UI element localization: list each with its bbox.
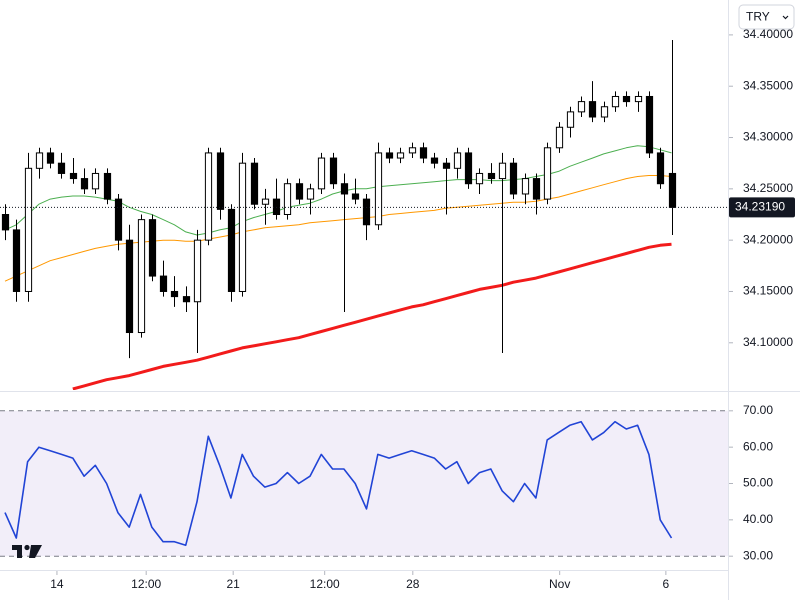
candle-body <box>634 95 643 103</box>
candle-body <box>35 152 44 169</box>
x-tick-label: 12:00 <box>131 577 161 591</box>
candle-body <box>317 157 326 190</box>
candle-body <box>306 188 315 200</box>
y-tick-label: 34.40000 <box>743 27 793 41</box>
y-tick-label: 34.20000 <box>743 232 793 246</box>
candle-body <box>159 275 168 292</box>
candle-body <box>204 152 213 241</box>
candle-body <box>656 152 665 185</box>
x-tick-label: 12:00 <box>310 577 340 591</box>
candle-body <box>1 214 10 231</box>
candle-body <box>487 172 496 180</box>
candle-body <box>645 95 654 154</box>
candle-body <box>24 167 33 292</box>
candle-body <box>600 106 609 118</box>
last-price-label: 34.23190 <box>735 200 785 214</box>
y-tick-label: 34.35000 <box>743 78 793 92</box>
candle-body <box>408 147 417 154</box>
moving-average <box>4 175 672 282</box>
y-tick-label: 34.15000 <box>743 284 793 298</box>
moving-average <box>72 242 672 390</box>
logo <box>12 544 42 558</box>
candle-body <box>329 157 338 185</box>
candle-body <box>555 126 564 149</box>
last-price-tag <box>729 197 795 218</box>
candle-body <box>272 198 281 216</box>
logo-part <box>24 544 30 551</box>
x-tick-label: 6 <box>663 577 670 591</box>
candle-body <box>182 296 191 303</box>
candle-body <box>622 95 631 103</box>
candle-body <box>385 152 394 159</box>
y-tick-label: 40.00 <box>743 512 773 526</box>
y-tick-label: 34.10000 <box>743 335 793 349</box>
candle-body <box>453 152 462 169</box>
candle-body <box>80 178 89 190</box>
candle-body <box>351 193 360 200</box>
candle-body <box>57 162 66 174</box>
currency-button[interactable]: TRY <box>738 4 795 30</box>
rsi-band <box>0 410 728 557</box>
candle-body <box>261 198 270 205</box>
candle-body <box>12 229 21 292</box>
candle-body <box>532 178 541 200</box>
candle-body <box>216 152 225 210</box>
chevron <box>782 15 789 20</box>
candle-body <box>362 198 371 226</box>
candle-body <box>125 239 134 334</box>
candle-body <box>566 111 575 128</box>
candle-body <box>396 152 405 159</box>
rsi-pane <box>0 410 728 557</box>
candle-body <box>227 208 236 292</box>
candle-body <box>498 162 507 180</box>
candle-body <box>170 290 179 298</box>
y-tick-label: 60.00 <box>743 439 773 453</box>
y-tick-label: 34.25000 <box>743 181 793 195</box>
candle-body <box>250 162 259 205</box>
x-tick-label: 14 <box>50 577 64 591</box>
candle-body <box>475 172 484 185</box>
x-tick-label: 28 <box>406 577 420 591</box>
candle-body <box>91 172 100 190</box>
candle-body <box>543 147 552 200</box>
candle-body <box>103 172 112 200</box>
candle-body <box>114 198 123 241</box>
currency-label[interactable]: TRY <box>746 10 770 24</box>
candle-body <box>430 157 439 164</box>
candle-body <box>193 239 202 303</box>
candle-body <box>419 147 428 159</box>
candle-body <box>340 183 349 195</box>
x-tick-label: 21 <box>226 577 240 591</box>
candle-body <box>238 162 247 292</box>
y-tick-label: 70.00 <box>743 403 773 417</box>
rsi-line <box>4 420 673 547</box>
candle-body <box>137 219 146 334</box>
candle-body <box>521 178 530 195</box>
price-pane <box>0 40 728 390</box>
logo-part <box>12 545 22 558</box>
x-tick-label: Nov <box>549 577 570 591</box>
axes: 34.10000 34.15000 34.20000 34.25000 34.30000… <box>50 27 795 591</box>
candle-body <box>295 183 304 200</box>
candle-body <box>283 183 292 215</box>
candle-body <box>69 172 78 180</box>
y-tick-label: 34.30000 <box>743 130 793 144</box>
candle-body <box>611 95 620 108</box>
candle-body <box>442 162 451 169</box>
candle-body <box>577 101 586 113</box>
y-tick-label: 30.00 <box>743 548 773 562</box>
y-tick-label: 50.00 <box>743 476 773 490</box>
candle-body <box>588 101 597 118</box>
candle-body <box>148 219 157 277</box>
candle-body <box>464 152 473 185</box>
logo-part <box>29 545 42 558</box>
candle-body <box>46 152 55 164</box>
candle-body <box>374 152 383 226</box>
candle-body <box>509 162 518 195</box>
currency-box[interactable] <box>738 4 795 30</box>
candle-body <box>668 172 677 208</box>
